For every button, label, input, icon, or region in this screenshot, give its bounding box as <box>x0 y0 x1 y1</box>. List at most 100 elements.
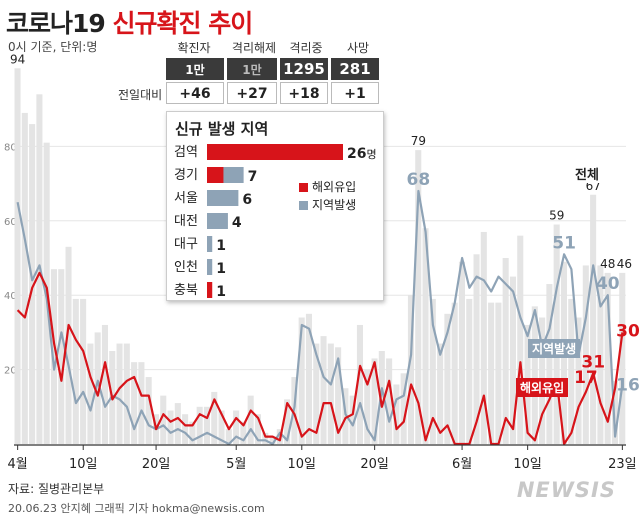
total-bar <box>575 317 582 444</box>
total-bar <box>116 343 123 444</box>
x-tick-label: 10일 <box>69 457 98 472</box>
legend-local: 지역발생 <box>299 196 356 213</box>
total-bar <box>65 246 72 444</box>
total-bar <box>203 406 211 444</box>
total-bar <box>611 380 619 444</box>
y-tick-40: 40 <box>4 291 17 302</box>
data-label: 68 <box>407 170 431 190</box>
legend-overseas-swatch <box>299 183 308 192</box>
chart-title: 코로나19 신규확진 추이 <box>6 4 253 40</box>
region-bar-local <box>207 213 228 229</box>
legend-overseas-label: 해외유입 <box>312 180 357 194</box>
total-bar <box>196 406 203 444</box>
total-bar <box>553 224 560 444</box>
legend-local-swatch <box>299 201 308 210</box>
region-bar-overseas <box>207 144 343 160</box>
x-tick-label: 5월 <box>226 457 246 472</box>
total-bar <box>87 343 94 444</box>
total-bar <box>437 343 444 444</box>
region-value: 1 <box>216 261 226 277</box>
total-bar <box>58 269 65 444</box>
region-bar-overseas <box>207 167 224 183</box>
region-bar-local <box>223 167 244 183</box>
region-bar-overseas <box>207 282 213 298</box>
region-bar-local <box>207 259 213 275</box>
total-bar <box>422 228 429 444</box>
region-name: 검역 <box>174 145 198 160</box>
total-bar <box>393 384 400 444</box>
total-bar <box>349 395 356 444</box>
data-label: 46 <box>617 257 632 271</box>
total-bar <box>29 124 36 444</box>
region-name: 대전 <box>174 214 198 229</box>
total-bar <box>356 324 364 444</box>
total-bar <box>189 421 196 444</box>
total-bar <box>80 298 87 444</box>
total-bar <box>342 388 349 444</box>
total-bar <box>568 298 575 444</box>
total-bar <box>131 362 138 444</box>
total-bar <box>364 369 371 444</box>
total-bar <box>597 265 604 444</box>
stat-delta-deaths: +1 <box>331 82 379 104</box>
total-bar <box>182 414 189 444</box>
total-bar <box>254 414 262 444</box>
total-bar <box>50 269 58 444</box>
total-bar <box>371 358 378 444</box>
x-tick-label: 4월 <box>8 457 28 472</box>
total-bar <box>320 336 327 444</box>
total-bar <box>415 150 422 444</box>
total-bar <box>386 358 393 444</box>
total-bar <box>546 284 553 444</box>
total-bar <box>590 194 597 444</box>
total-bar <box>604 272 611 444</box>
y-tick-20: 20 <box>4 366 17 377</box>
x-tick-label: 20일 <box>360 457 389 472</box>
total-bar <box>145 377 152 444</box>
total-bar <box>160 395 167 444</box>
data-label: 48 <box>600 257 615 271</box>
local-annotation: 지역발생 <box>528 339 581 358</box>
data-label: 31 <box>581 352 605 372</box>
total-bar <box>167 410 174 444</box>
data-label: 51 <box>552 233 576 253</box>
total-bar <box>284 399 291 444</box>
total-bar <box>240 421 247 444</box>
total-bar <box>14 68 21 444</box>
region-unit: 명 <box>366 148 376 161</box>
region-name: 경기 <box>174 168 198 183</box>
stat-delta-row-label: 전일대비 <box>118 88 163 102</box>
total-bar <box>218 410 225 444</box>
total-bar <box>101 324 109 444</box>
stat-label-isolated: 격리중 <box>289 41 323 55</box>
region-value: 1 <box>216 238 226 254</box>
total-bar <box>458 261 466 444</box>
stat-delta-released: +27 <box>227 82 277 104</box>
region-value: 1 <box>216 284 226 300</box>
stat-label-deaths: 사망 <box>346 41 370 55</box>
total-bar <box>509 276 517 444</box>
data-label: 17 <box>574 368 598 388</box>
total-bar <box>298 317 305 444</box>
total-bar <box>502 258 509 444</box>
region-name: 인천 <box>174 260 198 275</box>
overseas-annotation: 해외유입 <box>516 378 569 397</box>
region-name: 서울 <box>174 191 198 206</box>
x-tick-label: 10일 <box>513 457 542 472</box>
total-bar <box>305 313 313 444</box>
region-value: 7 <box>248 169 258 185</box>
x-tick-label: 20일 <box>142 457 171 472</box>
total-bar <box>262 432 269 444</box>
title-prefix: 코로나19 <box>6 9 113 38</box>
total-bar <box>619 272 626 444</box>
total-bar <box>531 306 538 444</box>
total-bar <box>313 343 320 444</box>
region-bar-local <box>207 236 213 252</box>
region-name: 대구 <box>174 237 198 252</box>
total-bar <box>451 302 458 444</box>
overseas-series-line <box>16 271 624 446</box>
data-label: 40 <box>596 274 620 294</box>
total-bar <box>94 332 101 444</box>
